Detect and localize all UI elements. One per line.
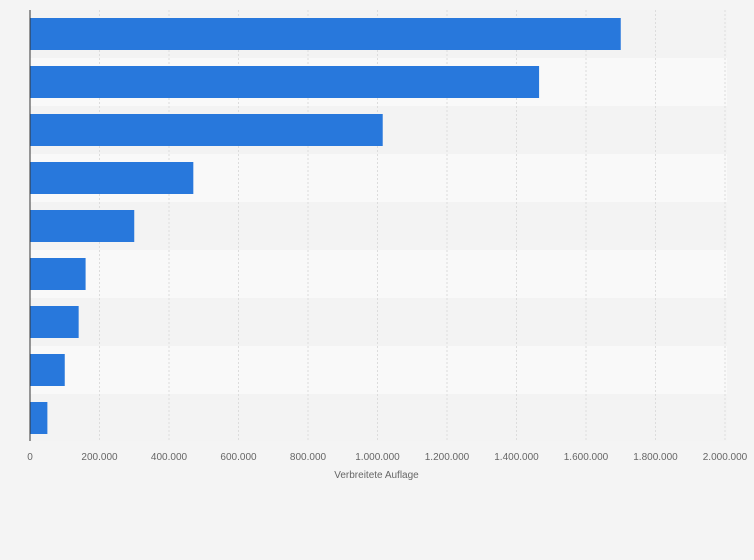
row-band — [30, 298, 727, 346]
x-axis-title: Verbreitete Auflage — [334, 470, 419, 481]
bar[interactable] — [30, 354, 65, 386]
x-tick-label: 2.000.000 — [703, 452, 748, 463]
bar[interactable] — [30, 402, 48, 434]
bar[interactable] — [30, 66, 540, 98]
bar[interactable] — [30, 210, 135, 242]
bar[interactable] — [30, 258, 86, 290]
row-bands — [30, 10, 727, 441]
bar[interactable] — [30, 306, 79, 338]
row-band — [30, 346, 727, 394]
row-band — [30, 394, 727, 441]
x-tick-label: 1.000.000 — [355, 452, 400, 463]
x-tick-label: 0 — [27, 452, 33, 463]
x-tick-label: 1.200.000 — [425, 452, 470, 463]
bar[interactable] — [30, 162, 194, 194]
x-axis-ticks: 0 200.000 400.000 600.000 800.000 1.000.000 1.… — [27, 452, 747, 463]
row-band — [30, 202, 727, 250]
x-tick-label: 1.800.000 — [633, 452, 678, 463]
bars — [30, 18, 621, 434]
x-tick-label: 600.000 — [220, 452, 257, 463]
x-tick-label: 400.000 — [151, 452, 188, 463]
x-tick-label: 1.600.000 — [564, 452, 609, 463]
x-tick-label: 1.400.000 — [494, 452, 539, 463]
bar[interactable] — [30, 18, 621, 50]
row-band — [30, 250, 727, 298]
bar[interactable] — [30, 114, 383, 146]
x-tick-label: 200.000 — [81, 452, 118, 463]
x-tick-label: 800.000 — [290, 452, 327, 463]
